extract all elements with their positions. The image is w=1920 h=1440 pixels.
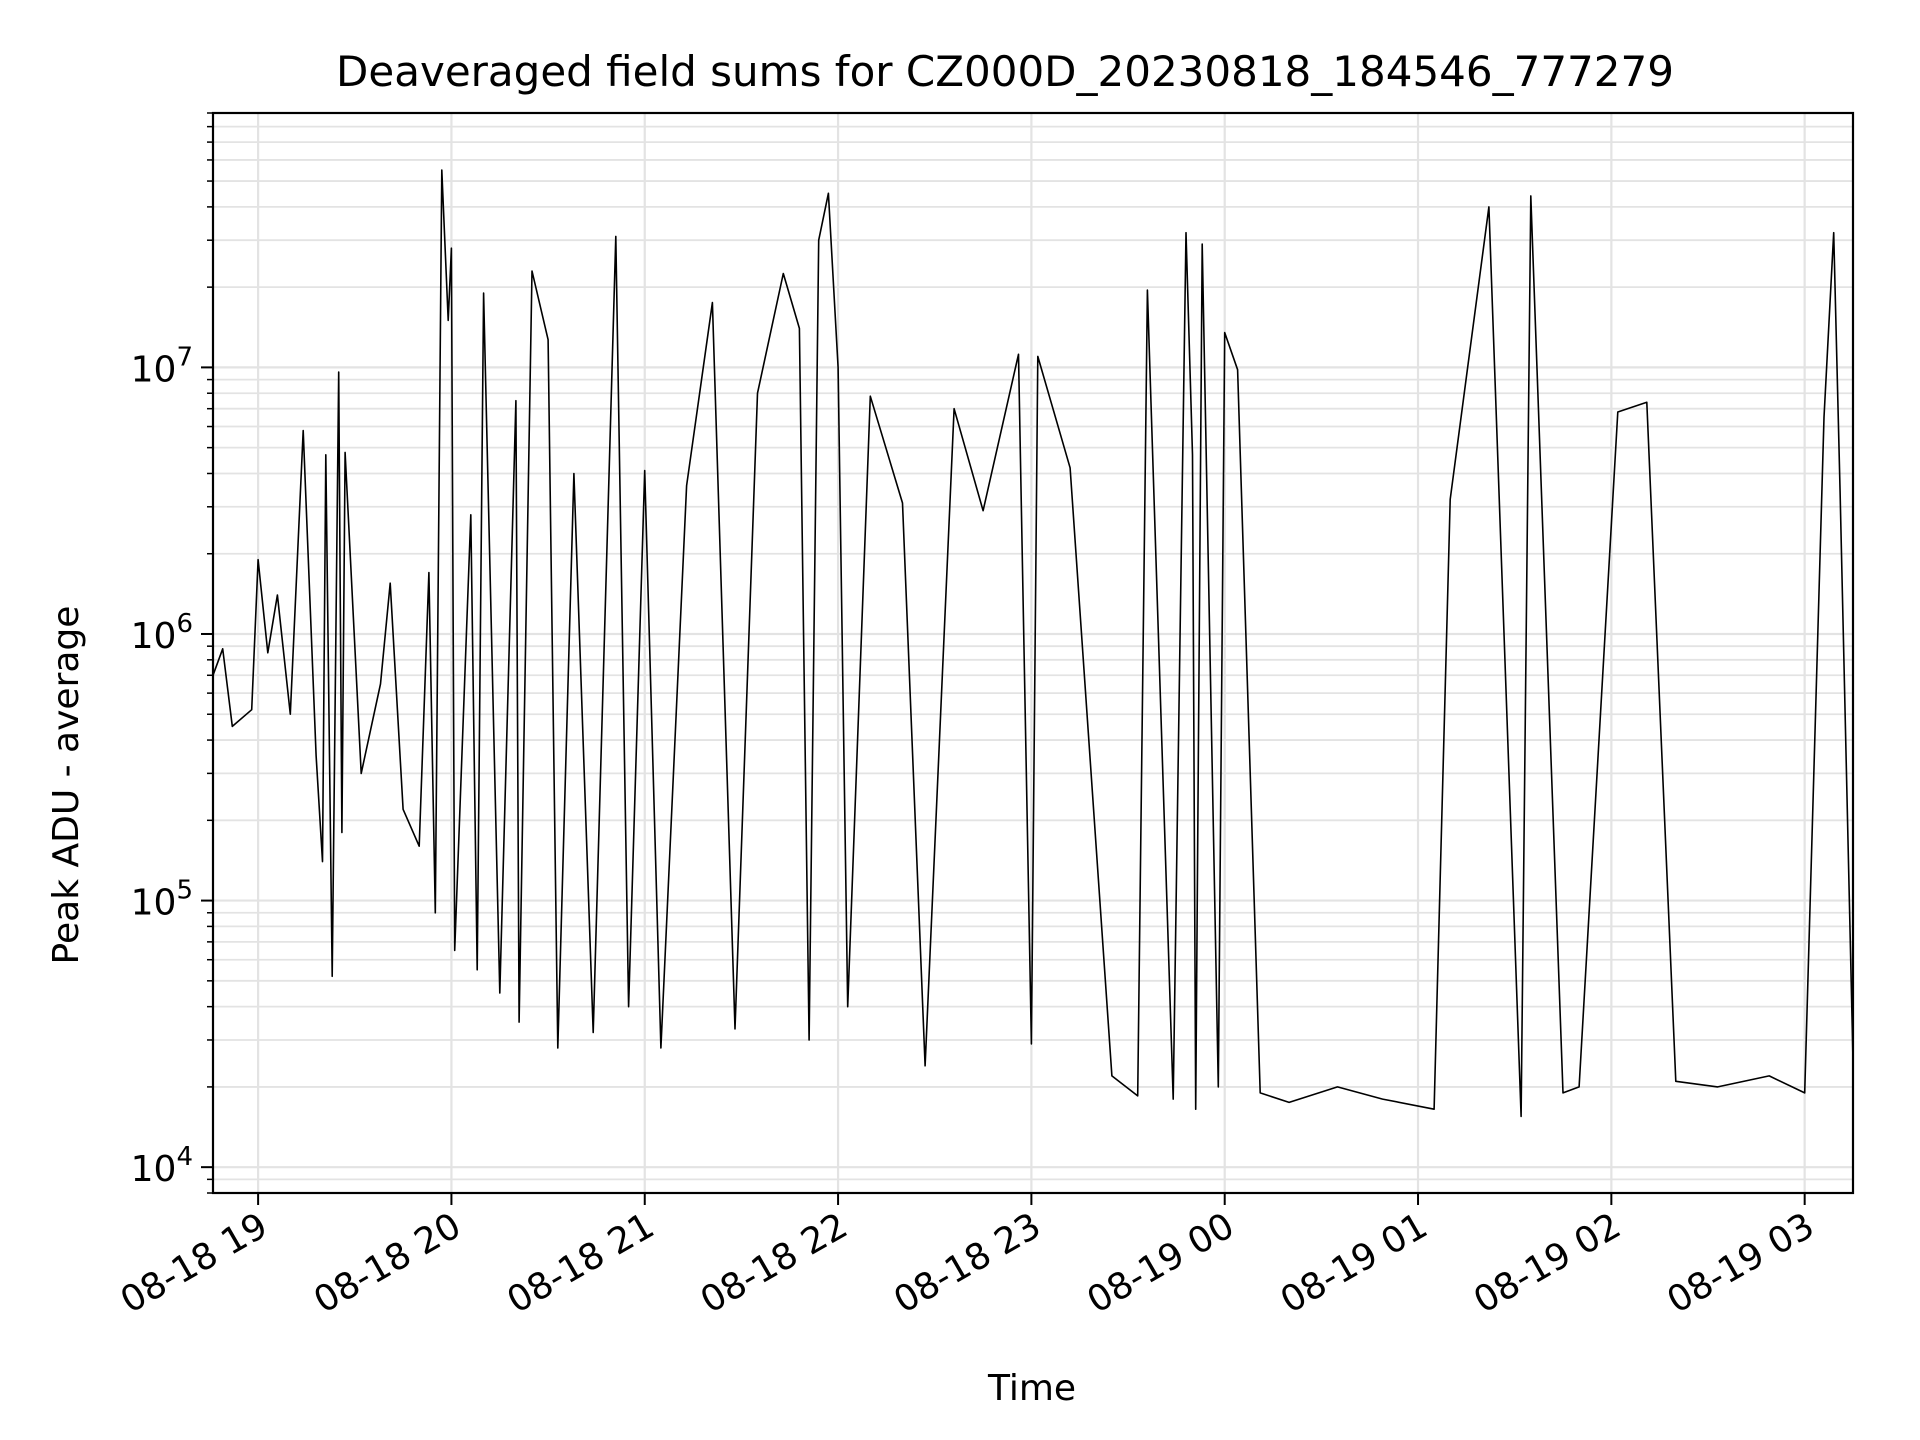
plot-area (211, 111, 1855, 1195)
x-tick-label: 08-18 23 (887, 1205, 1048, 1321)
y-tick-label: 107 (131, 342, 193, 390)
series-line (212, 169, 1854, 1118)
y-tick-label: 106 (131, 609, 193, 657)
plot-frame (211, 111, 1855, 1195)
x-tick-label: 08-19 00 (1081, 1205, 1242, 1321)
x-tick-label: 08-19 01 (1274, 1205, 1435, 1321)
y-tick-label: 104 (131, 1142, 193, 1190)
x-axis-label: Time (987, 1368, 1076, 1409)
y-tick-label: 105 (131, 876, 193, 924)
x-tick-label: 08-18 22 (694, 1205, 855, 1321)
x-tick-label: 08-18 20 (307, 1205, 468, 1321)
x-tick-label: 08-19 03 (1660, 1205, 1821, 1321)
x-tick-label: 08-18 19 (114, 1205, 275, 1321)
grid (213, 112, 1853, 1194)
y-axis-ticks: 104 105 106 107 (131, 112, 213, 1194)
chart-title: Deaveraged field sums for CZ000D_2023081… (336, 47, 1674, 96)
y-axis-label: Peak ADU - average (46, 606, 87, 965)
x-tick-label: 08-18 21 (501, 1205, 662, 1321)
x-tick-label: 08-19 02 (1467, 1205, 1628, 1321)
x-axis-ticks: 08-18 19 08-18 20 08-18 21 08-18 22 08-18 23… (114, 1193, 1821, 1322)
